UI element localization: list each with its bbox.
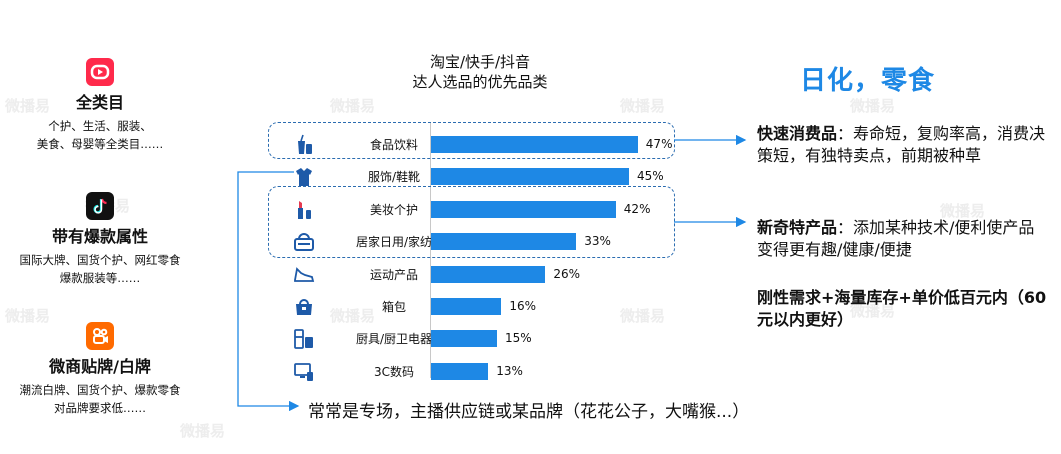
value-label: 16%: [509, 299, 537, 313]
kuaishou-icon: [86, 322, 114, 350]
drink-icon: [292, 133, 316, 157]
value-label: 45%: [637, 169, 664, 184]
chart-title: 淘宝/快手/抖音 达人选品的优先品类: [412, 53, 548, 91]
platform-kuaishou: 微商贴牌/白牌 潮流白牌、国货个护、爆款零食 对品牌要求低……: [0, 322, 200, 417]
bar: [431, 265, 546, 283]
platform-desc: 个护、生活、服装、 美食、母婴等全类目……: [36, 119, 164, 151]
watermark: 微播易: [330, 307, 376, 325]
category-label: 运动产品: [369, 267, 418, 282]
category-label: 食品饮料: [369, 138, 418, 152]
value-label: 47%: [645, 137, 673, 151]
lipstick-icon: [292, 198, 316, 222]
value-label: 26%: [553, 266, 581, 281]
platform-taobao: 全类目 个护、生活、服装、 美食、母婴等全类目……: [0, 58, 200, 153]
platform-desc: 潮流白牌、国货个护、爆款零食 对品牌要求低……: [19, 383, 181, 415]
bar: [431, 136, 638, 153]
point-fast-moving: 快速消费品：寿命短，复购率高，消费决策短，有独特卖点，前期被种草: [757, 124, 1046, 165]
watermark: 微播易: [5, 307, 51, 325]
bar: [431, 298, 502, 315]
watermark: 微播易: [330, 97, 376, 115]
watermark: 微播易: [850, 97, 896, 115]
right-title: 日化，零食: [800, 66, 936, 96]
value-label: 42%: [623, 201, 651, 216]
category-label: 服饰/鞋靴: [367, 170, 421, 185]
sneaker-icon: [292, 263, 316, 287]
value-label: 13%: [496, 363, 523, 378]
chart-axis: [430, 123, 431, 378]
platform-name: 微商贴牌/白牌: [49, 357, 151, 376]
value-label: 33%: [584, 234, 611, 249]
point-rigid-demand: 刚性需求+海量库存+单价低百元内（60元以内更好）: [757, 288, 1047, 329]
point-novelty: 新奇特产品：添加某种技术/便利使产品变得更有趣/健康/便捷: [757, 218, 1035, 259]
watermark: 微播易: [940, 202, 986, 220]
category-label: 3C数码: [373, 364, 414, 379]
category-label: 箱包: [381, 300, 406, 314]
douyin-icon: [86, 192, 114, 220]
bar: [431, 168, 629, 186]
platform-douyin: 带有爆款属性 国际大牌、国货个护、网红零食 爆款服装等……: [0, 192, 200, 287]
watermark: 微播易: [850, 302, 896, 320]
category-label: 美妆个护: [369, 202, 418, 217]
bar: [431, 200, 616, 218]
watermark: 微播易: [620, 307, 666, 325]
bar: [431, 233, 577, 251]
bottom-note: 常常是专场，主播供应链或某品牌（花花公子，大嘴猴...）: [308, 402, 750, 422]
value-label: 15%: [505, 331, 532, 346]
computer-icon: [292, 360, 316, 384]
category-label: 厨具/厨卫电器: [355, 332, 433, 347]
platform-name: 全类目: [75, 93, 124, 112]
shirt-icon: [292, 165, 316, 189]
taobao-icon: [86, 58, 114, 86]
watermark: 微播易: [5, 97, 51, 115]
bar: [431, 330, 497, 348]
basket-icon: [292, 230, 316, 254]
fridge-icon: [292, 327, 316, 351]
bar: [431, 362, 489, 380]
watermark: 微播易: [620, 97, 666, 115]
platform-desc: 国际大牌、国货个护、网红零食 爆款服装等……: [19, 253, 181, 285]
handbag-icon: [292, 295, 316, 319]
watermark: 微播易: [180, 422, 226, 440]
platform-name: 带有爆款属性: [51, 227, 148, 246]
category-label: 居家日用/家纺: [355, 235, 433, 250]
